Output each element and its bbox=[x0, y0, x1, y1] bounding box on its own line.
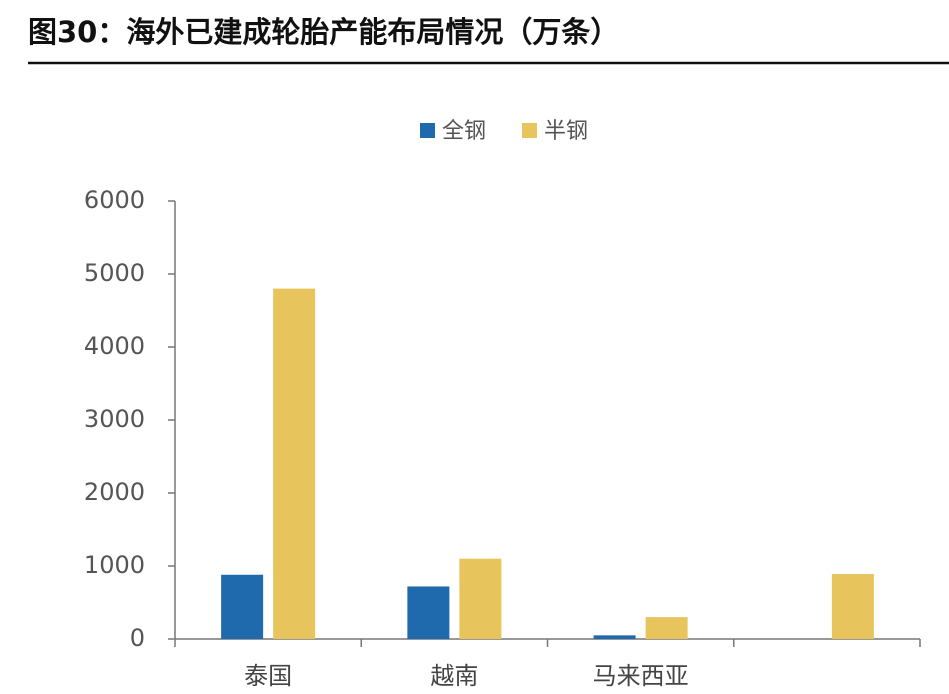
y-tick-label: 3000 bbox=[84, 405, 145, 433]
bar bbox=[407, 586, 450, 639]
bar bbox=[645, 617, 688, 639]
legend-label: 半钢 bbox=[544, 119, 588, 144]
y-tick-label: 1000 bbox=[84, 551, 145, 579]
bar bbox=[593, 635, 636, 639]
legend-label: 全钢 bbox=[442, 119, 486, 144]
y-tick-label: 0 bbox=[130, 624, 145, 652]
y-tick-label: 6000 bbox=[84, 186, 145, 214]
bar bbox=[459, 558, 502, 639]
legend-swatch bbox=[522, 123, 537, 138]
x-tick-label: 泰国 bbox=[244, 662, 292, 690]
chart-title: 图30：海外已建成轮胎产能布局情况（万条） bbox=[28, 15, 619, 49]
y-tick-label: 5000 bbox=[84, 259, 145, 287]
x-tick-label: 马来西亚 bbox=[593, 662, 689, 690]
bar bbox=[221, 574, 264, 639]
y-tick-label: 2000 bbox=[84, 478, 145, 506]
x-tick-label: 越南 bbox=[430, 662, 478, 690]
legend-swatch bbox=[420, 123, 435, 138]
y-tick-label: 4000 bbox=[84, 332, 145, 360]
bar bbox=[831, 574, 874, 639]
bar bbox=[273, 288, 316, 639]
